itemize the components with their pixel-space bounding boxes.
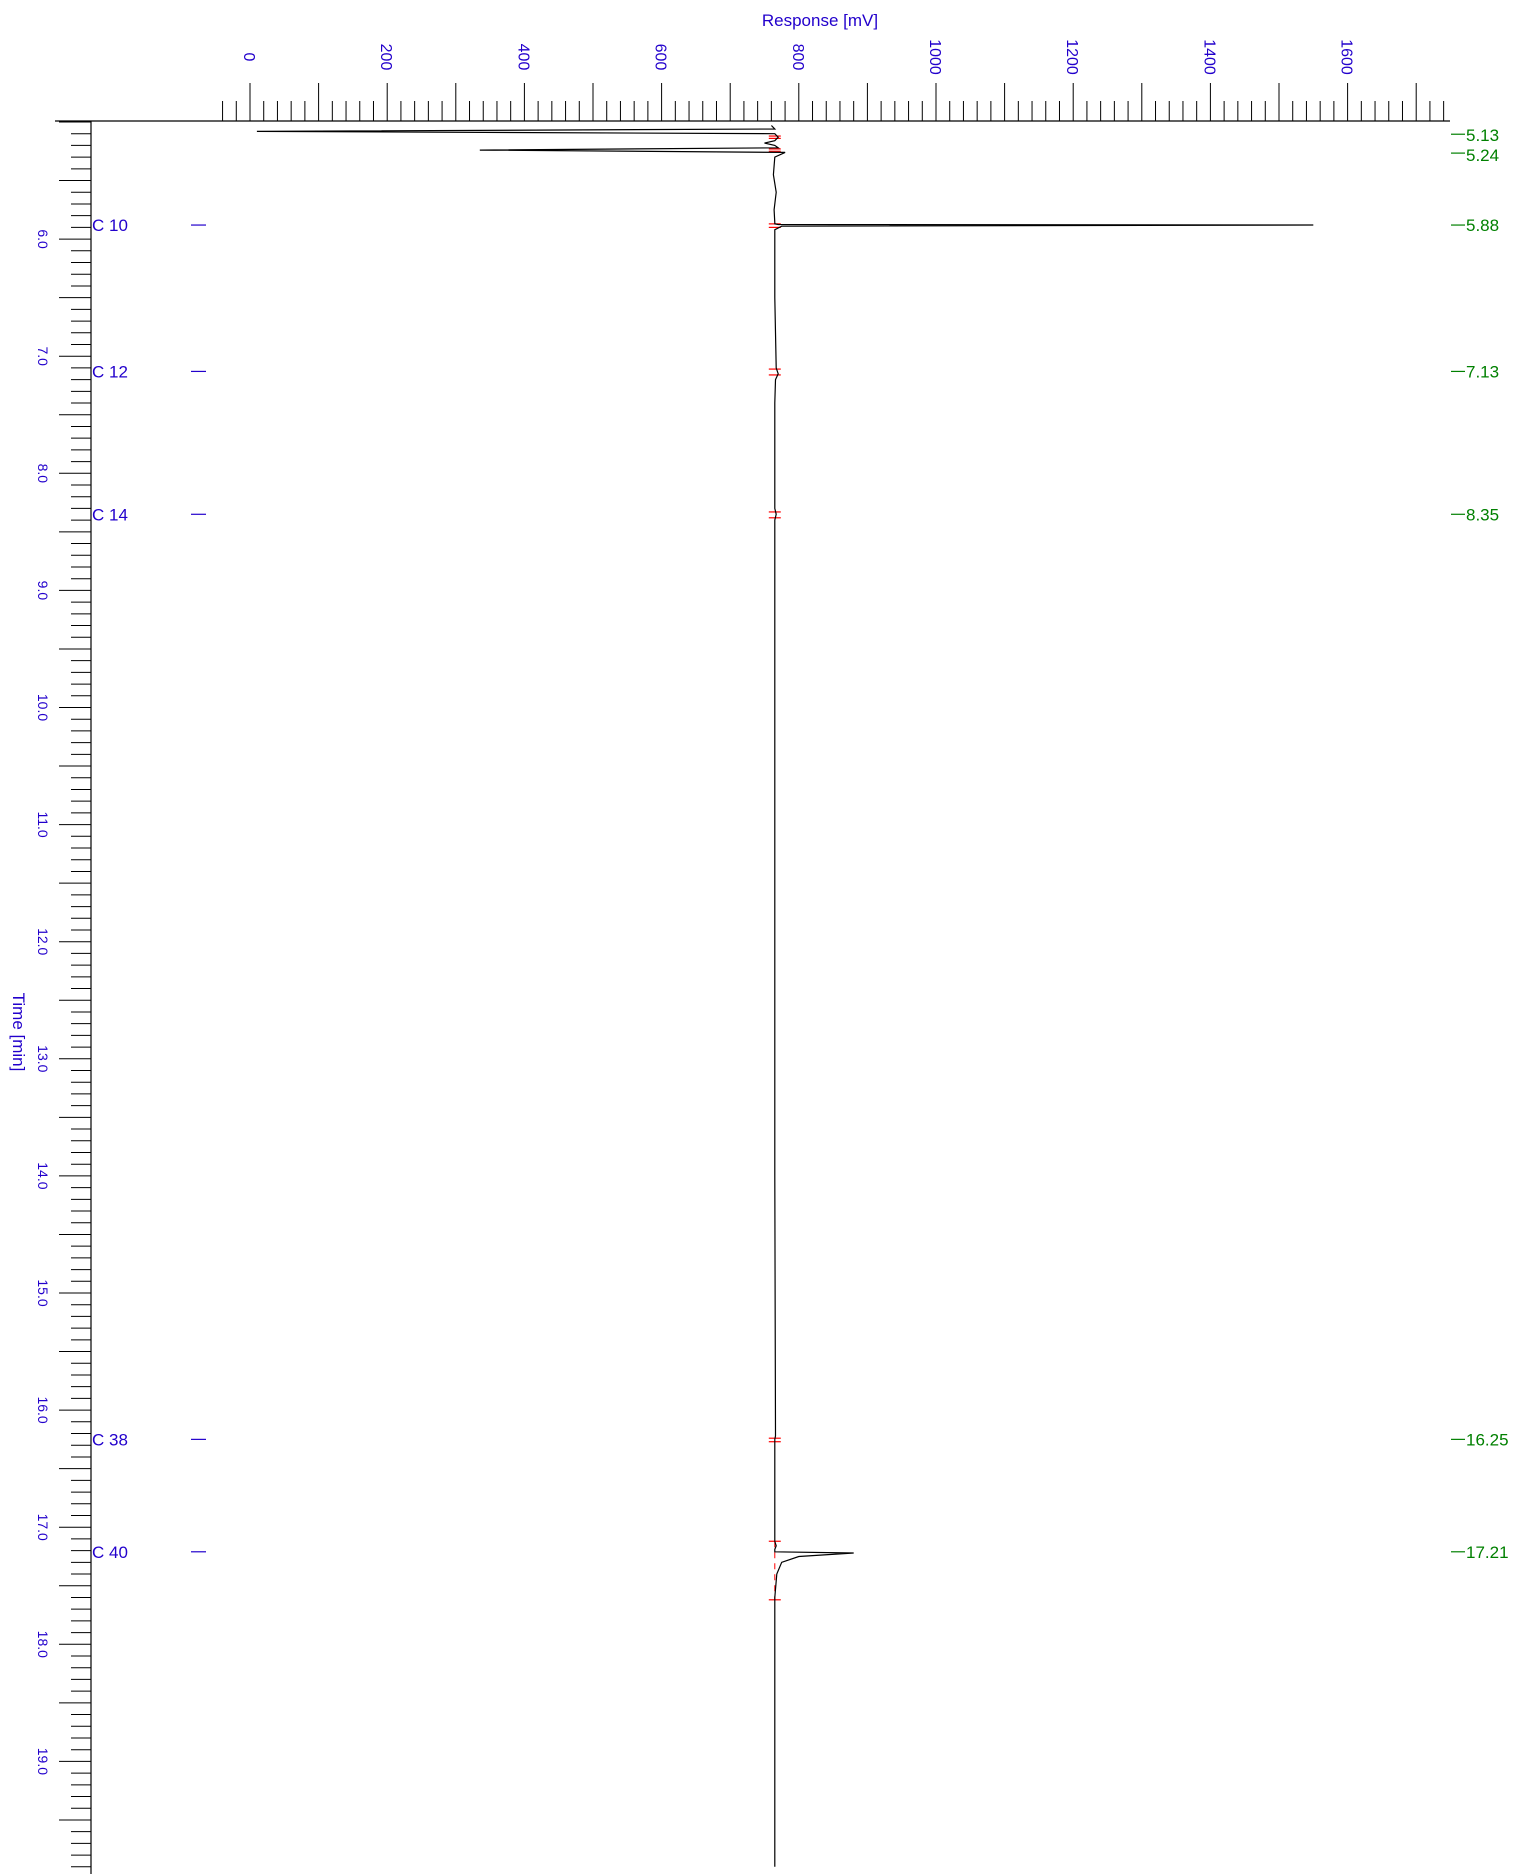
- trace-layer: [256, 125, 1314, 1867]
- retention-time-label: 16.25: [1466, 1430, 1509, 1449]
- compound-label: C 10: [92, 216, 128, 235]
- y-tick-label: 15.0: [35, 1279, 51, 1306]
- x-tick-label: 400: [514, 44, 531, 71]
- x-tick-label: 1400: [1200, 39, 1217, 75]
- x-tick-label: 200: [377, 44, 394, 71]
- axes-layer: 0 200 400 600 800 1000 1200 1400 1600 6.0 7.0 8.0 9.…: [35, 39, 1450, 1874]
- y-tick-label: 8.0: [35, 464, 51, 484]
- y-axis-title: Time [min]: [9, 993, 28, 1072]
- retention-time-label: 17.21: [1466, 1543, 1509, 1562]
- x-tick-label: 600: [652, 44, 669, 71]
- retention-time-label: 5.13: [1466, 126, 1499, 145]
- retention-time-label: 5.88: [1466, 216, 1499, 235]
- x-tick-label: 800: [789, 44, 806, 71]
- compound-label: C 38: [92, 1430, 128, 1449]
- y-tick-label: 19.0: [35, 1748, 51, 1775]
- y-tick-label: 18.0: [35, 1631, 51, 1658]
- x-tick-label: 1000: [926, 39, 943, 75]
- y-tick-label: 6.0: [35, 229, 51, 249]
- y-tick-label: 13.0: [35, 1045, 51, 1072]
- y-tick-label: 14.0: [35, 1162, 51, 1189]
- y-tick-label: 7.0: [35, 346, 51, 366]
- chromatogram-trace: [256, 125, 1314, 1867]
- x-tick-label: 1200: [1063, 39, 1080, 75]
- x-tick-label: 1600: [1338, 39, 1355, 75]
- compound-label: C 14: [92, 505, 128, 524]
- retention-time-label: 8.35: [1466, 505, 1499, 524]
- compound-label: C 12: [92, 362, 128, 381]
- x-tick-label: 0: [240, 53, 257, 62]
- y-tick-label: 11.0: [35, 811, 51, 837]
- y-tick-label: 16.0: [35, 1396, 51, 1423]
- retention-time-labels-layer: 5.135.24 5.88 7.13 8.35 16.25 17.21: [1451, 126, 1509, 1562]
- retention-time-label: 5.24: [1466, 146, 1499, 165]
- x-axis-title: Response [mV]: [762, 11, 878, 30]
- compound-label: C 40: [92, 1543, 128, 1562]
- compound-labels-layer: C 10 C 12 C 14 C 38 C 40: [92, 216, 206, 1562]
- retention-time-label: 7.13: [1466, 362, 1499, 381]
- y-tick-label: 10.0: [35, 694, 51, 721]
- y-tick-label: 12.0: [35, 928, 51, 955]
- y-tick-label: 17.0: [35, 1514, 51, 1541]
- y-tick-label: 9.0: [35, 581, 51, 601]
